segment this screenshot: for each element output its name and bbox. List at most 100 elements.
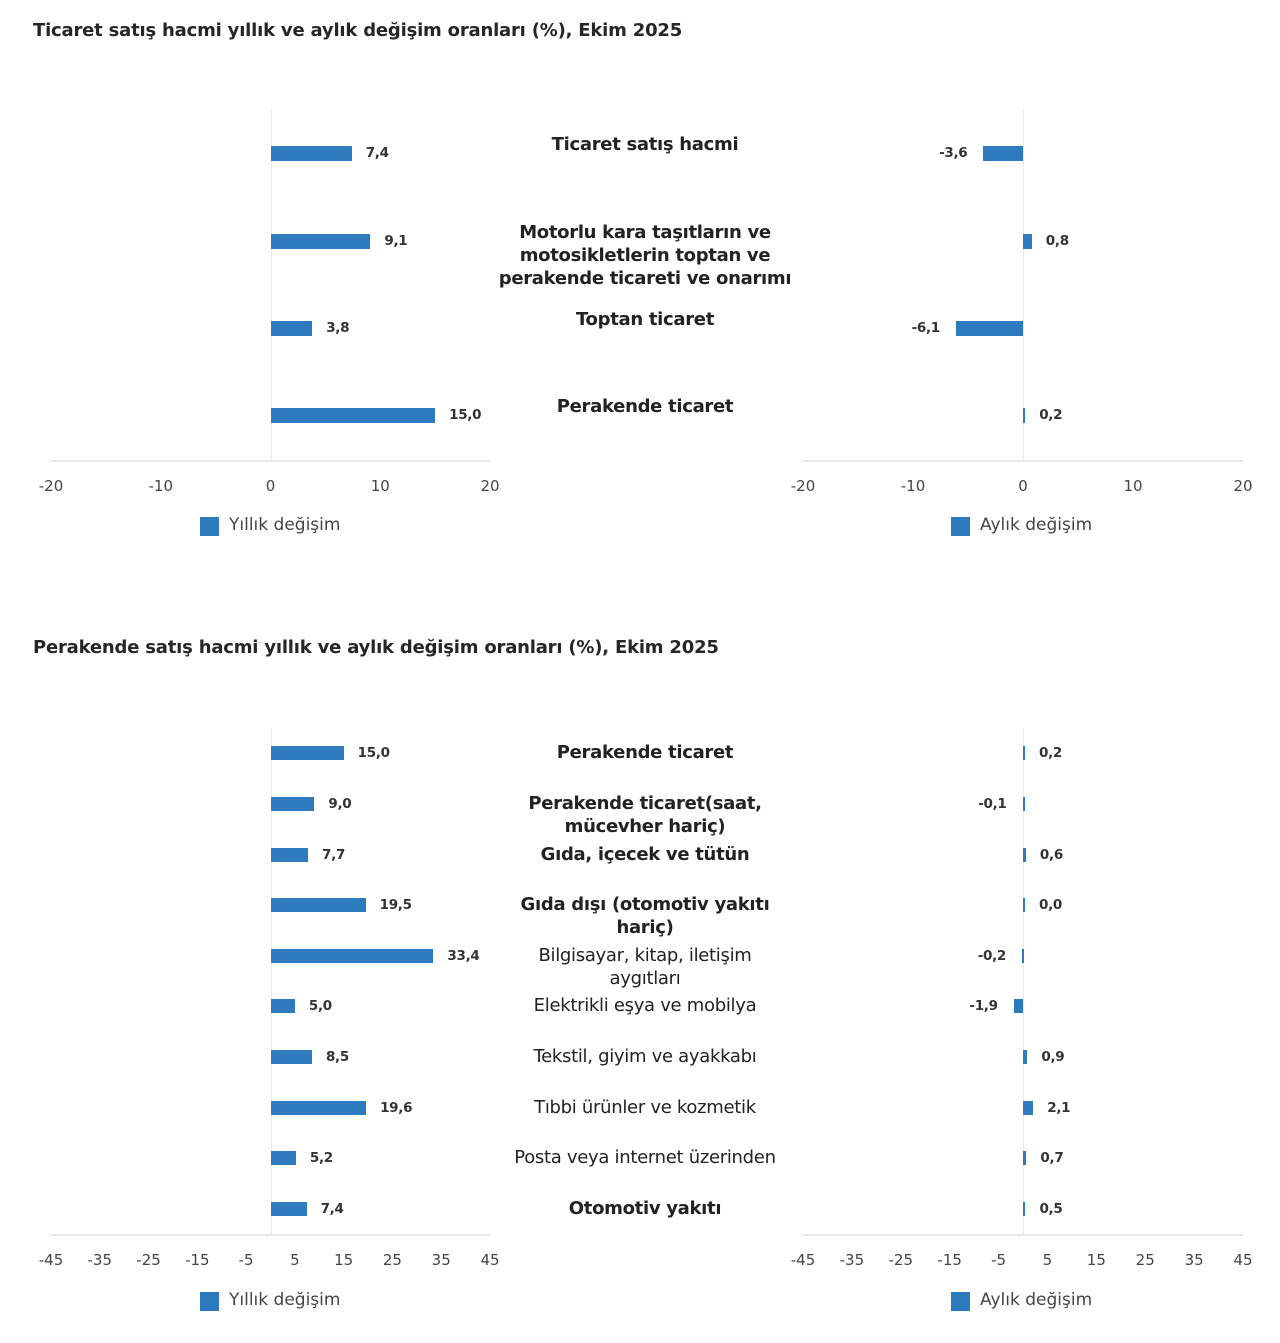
x-tick-label: -20 bbox=[790, 477, 816, 495]
category-label: Elektrikli eşya ve mobilya bbox=[533, 995, 757, 1016]
x-tick-label: -45 bbox=[790, 1251, 816, 1269]
data-label: 0,5 bbox=[1039, 1201, 1063, 1217]
data-label: 0,7 bbox=[1040, 1150, 1064, 1166]
legend-swatch bbox=[951, 1292, 970, 1311]
bar-yearly bbox=[270, 797, 315, 811]
bar-yearly bbox=[270, 1151, 296, 1165]
data-label: 0,0 bbox=[1039, 897, 1063, 913]
x-tick-label: 0 bbox=[1018, 477, 1028, 495]
category-label: Bilgisayar, kitap, iletişim aygıtları bbox=[538, 945, 752, 989]
data-label: 0,2 bbox=[1039, 745, 1063, 761]
data-label: 3,8 bbox=[326, 320, 350, 336]
category-label: Ticaret satış hacmi bbox=[551, 134, 739, 155]
bar-monthly bbox=[1023, 1050, 1028, 1064]
chart-title-retail: Perakende satış hacmi yıllık ve aylık de… bbox=[33, 637, 719, 658]
zero-gridline bbox=[270, 728, 272, 1234]
x-axis-line bbox=[51, 460, 490, 462]
bar-monthly bbox=[1023, 233, 1032, 249]
data-label: 0,8 bbox=[1045, 233, 1069, 249]
data-label: 5,0 bbox=[308, 998, 332, 1014]
x-tick-label: -20 bbox=[38, 477, 64, 495]
data-label: 15,0 bbox=[357, 745, 390, 761]
bar-monthly bbox=[1023, 848, 1026, 862]
bar-yearly bbox=[270, 746, 344, 760]
bar-monthly bbox=[983, 145, 1023, 161]
bar-yearly bbox=[270, 233, 371, 249]
zero-gridline bbox=[1023, 110, 1024, 460]
bar-yearly bbox=[270, 1101, 367, 1115]
legend-swatch bbox=[200, 1292, 219, 1311]
data-label: 2,1 bbox=[1047, 1100, 1071, 1116]
category-label: Gıda, içecek ve tütün bbox=[540, 844, 750, 865]
data-label: 0,9 bbox=[1041, 1049, 1065, 1065]
bar-monthly bbox=[1023, 407, 1026, 423]
bar-monthly bbox=[1013, 999, 1023, 1013]
zero-gridline bbox=[270, 110, 272, 460]
bar-monthly bbox=[1022, 949, 1025, 963]
bar-yearly bbox=[270, 145, 352, 161]
x-tick-label: -45 bbox=[38, 1251, 64, 1269]
x-tick-label: 15 bbox=[334, 1251, 354, 1269]
bar-monthly bbox=[1023, 746, 1025, 760]
bar-yearly bbox=[270, 407, 436, 423]
x-tick-label: -15 bbox=[937, 1251, 962, 1269]
category-label: Posta veya internet üzerinden bbox=[514, 1147, 776, 1168]
x-tick-label: -35 bbox=[839, 1251, 865, 1269]
x-tick-label: 35 bbox=[431, 1251, 451, 1269]
bar-monthly bbox=[1023, 1202, 1026, 1216]
x-tick-label: 20 bbox=[1233, 477, 1253, 495]
legend-swatch bbox=[200, 517, 219, 536]
data-label: 0,2 bbox=[1039, 407, 1063, 423]
x-axis-line bbox=[803, 460, 1243, 462]
x-tick-label: 0 bbox=[265, 477, 276, 495]
category-label: Perakende ticaret bbox=[556, 742, 734, 763]
bar-monthly bbox=[1023, 898, 1025, 912]
legend-label: Yıllık değişim bbox=[229, 1290, 341, 1310]
data-label: 8,5 bbox=[325, 1049, 349, 1065]
bar-yearly bbox=[270, 1202, 307, 1216]
data-label: 7,7 bbox=[322, 847, 346, 863]
bar-yearly bbox=[270, 949, 434, 963]
data-label: 7,4 bbox=[365, 145, 389, 161]
x-tick-label: -25 bbox=[136, 1251, 161, 1269]
category-label: Tekstil, giyim ve ayakkabı bbox=[533, 1046, 757, 1067]
legend-label: Aylık değişim bbox=[980, 515, 1093, 535]
category-label: Motorlu kara taşıtların ve motosikletleri… bbox=[498, 222, 792, 289]
data-label: -1,9 bbox=[969, 998, 998, 1014]
category-label: Otomotiv yakıtı bbox=[568, 1198, 722, 1219]
x-tick-label: -35 bbox=[87, 1251, 113, 1269]
bar-yearly bbox=[270, 999, 295, 1013]
data-label: -3,6 bbox=[939, 145, 968, 161]
category-label: Gıda dışı (otomotiv yakıtı hariç) bbox=[520, 894, 770, 938]
category-label: Toptan ticaret bbox=[575, 309, 715, 330]
x-tick-label: 10 bbox=[1123, 477, 1143, 495]
bar-monthly bbox=[1023, 1101, 1034, 1115]
x-tick-label: -5 bbox=[238, 1251, 254, 1269]
bar-yearly bbox=[270, 320, 313, 336]
x-tick-label: -15 bbox=[185, 1251, 210, 1269]
x-tick-label: 35 bbox=[1184, 1251, 1204, 1269]
legend-swatch bbox=[951, 517, 970, 536]
category-label: Perakende ticaret(saat, mücevher hariç) bbox=[528, 793, 762, 837]
x-axis-line bbox=[51, 1234, 490, 1236]
legend-label: Aylık değişim bbox=[980, 1290, 1093, 1310]
x-tick-label: 45 bbox=[480, 1251, 500, 1269]
data-label: 19,5 bbox=[379, 897, 412, 913]
data-label: 19,6 bbox=[380, 1100, 413, 1116]
bar-monthly bbox=[955, 320, 1023, 336]
x-tick-label: -25 bbox=[888, 1251, 914, 1269]
data-label: 7,4 bbox=[320, 1201, 344, 1217]
zero-gridline bbox=[1023, 728, 1024, 1234]
legend-label: Yıllık değişim bbox=[229, 515, 341, 535]
bar-yearly bbox=[270, 848, 309, 862]
x-tick-label: 25 bbox=[382, 1251, 402, 1269]
x-tick-label: -5 bbox=[991, 1251, 1007, 1269]
x-tick-label: 25 bbox=[1135, 1251, 1155, 1269]
x-tick-label: 15 bbox=[1086, 1251, 1106, 1269]
data-label: 33,4 bbox=[447, 948, 480, 964]
category-label: Perakende ticaret bbox=[556, 396, 734, 417]
x-tick-label: 10 bbox=[370, 477, 390, 495]
chart-title-trade: Ticaret satış hacmi yıllık ve aylık deği… bbox=[33, 20, 683, 41]
x-tick-label: 5 bbox=[290, 1251, 300, 1269]
